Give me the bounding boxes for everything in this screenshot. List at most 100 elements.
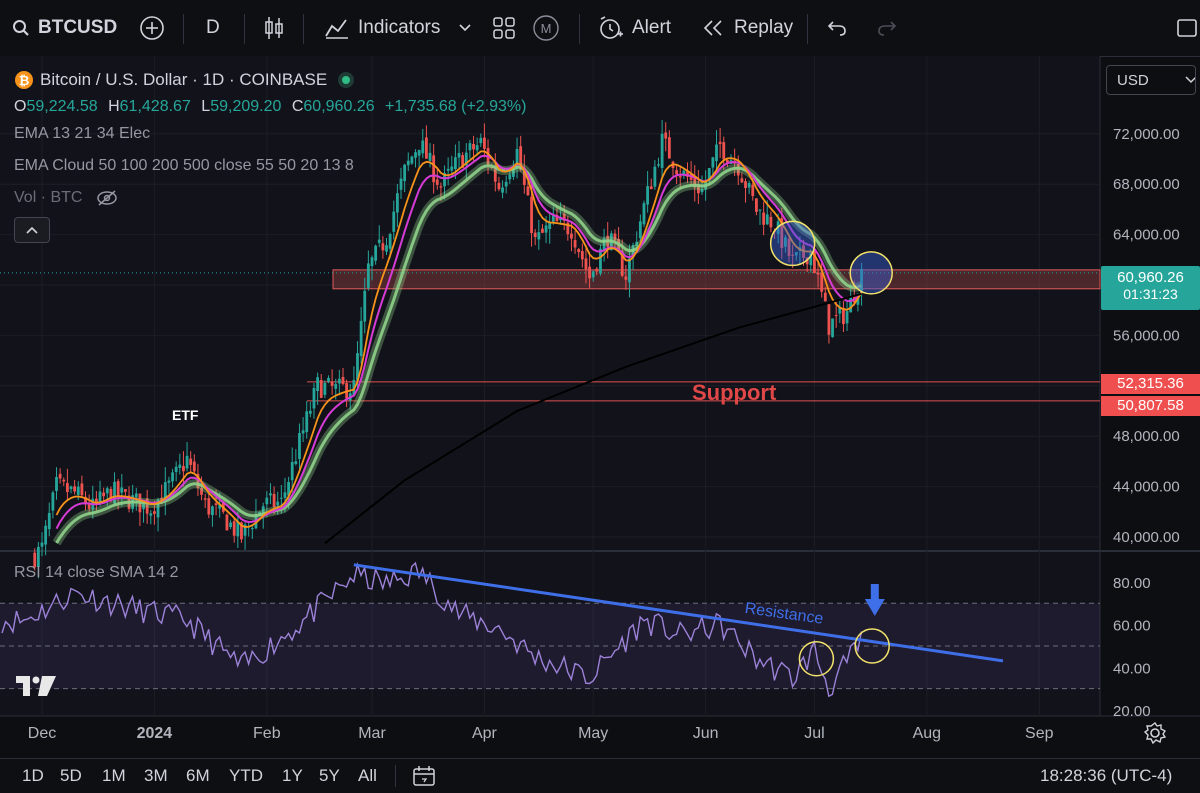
- currency-select[interactable]: USD: [1106, 65, 1196, 95]
- range-1m[interactable]: 1M: [102, 766, 126, 785]
- candle-body: [308, 410, 312, 414]
- candle-body: [36, 546, 40, 567]
- candle-body: [450, 166, 454, 171]
- candle-body: [493, 166, 497, 182]
- undo-button[interactable]: [826, 0, 848, 56]
- range-5d[interactable]: 5D: [60, 766, 82, 785]
- candle-body: [682, 170, 686, 175]
- change-value: +1,735.68 (+2.93%): [385, 98, 527, 115]
- fullscreen-button[interactable]: [1176, 0, 1198, 56]
- candle-body: [468, 143, 472, 151]
- candle-body: [700, 188, 704, 193]
- candle-body: [834, 315, 838, 317]
- range-1d[interactable]: 1D: [22, 766, 44, 785]
- chart-type-button[interactable]: [263, 0, 285, 56]
- candle-body: [736, 164, 740, 176]
- candle-body: [526, 186, 530, 196]
- candle-body: [443, 173, 446, 187]
- layout-button[interactable]: [492, 0, 516, 56]
- candle-body: [522, 167, 526, 185]
- compare-button[interactable]: [139, 0, 165, 56]
- candle-body: [120, 487, 124, 493]
- candle-body: [403, 164, 407, 182]
- gear-icon[interactable]: [1144, 722, 1166, 744]
- candle-body: [551, 215, 555, 222]
- symbol-label: BTCUSD: [38, 17, 118, 38]
- chart-title: ₿ Bitcoin / U.S. Dollar · 1D · COINBASE: [14, 70, 359, 90]
- candle-body: [98, 491, 102, 503]
- current-price-badge: 60,960.26 01:31:23: [1101, 266, 1200, 310]
- candle-body: [196, 473, 200, 489]
- candle-body: [192, 461, 196, 472]
- chevron-down-icon: [1185, 76, 1195, 84]
- candle-body: [479, 138, 483, 144]
- chevron-up-icon: [26, 226, 38, 234]
- candle-body: [272, 493, 276, 507]
- candle-body: [33, 552, 37, 568]
- symbol-search-button[interactable]: BTCUSD: [12, 0, 117, 56]
- candle-body: [116, 481, 120, 496]
- candle-body: [515, 148, 519, 167]
- range-3m[interactable]: 3M: [144, 766, 168, 785]
- candle-body: [428, 152, 432, 161]
- price-tick-label: 40,000.00: [1113, 529, 1180, 546]
- toolbar-divider: [244, 14, 245, 44]
- tradingview-logo-icon: [16, 676, 56, 696]
- candle-body: [660, 133, 664, 168]
- candle-body: [312, 388, 316, 409]
- replay-button[interactable]: Replay: [702, 0, 793, 56]
- timezone-clock[interactable]: 18:28:36 (UTC-4): [1040, 766, 1173, 785]
- range-ytd[interactable]: YTD: [229, 766, 263, 785]
- symbol-description: Bitcoin / U.S. Dollar · 1D · COINBASE: [40, 70, 328, 89]
- candle-body: [751, 184, 755, 197]
- range-1y[interactable]: 1Y: [282, 766, 303, 785]
- candle-body: [243, 524, 247, 536]
- range-all[interactable]: All: [358, 766, 377, 785]
- candle-body: [667, 137, 671, 159]
- rsi-highlight-circle: [798, 641, 835, 677]
- chart-area[interactable]: 40,000.0044,000.0048,000.0052,000.0056,0…: [0, 56, 1200, 756]
- templates-button[interactable]: M: [532, 0, 560, 56]
- candle-body: [613, 233, 617, 241]
- candle-body: [301, 430, 305, 434]
- indicators-button[interactable]: Indicators: [324, 0, 440, 56]
- indicators-dropdown[interactable]: [458, 0, 472, 56]
- rsi-legend[interactable]: RSI 14 close SMA 14 2: [14, 564, 179, 581]
- volume-legend[interactable]: Vol · BTC: [14, 189, 118, 207]
- candle-body: [541, 228, 544, 233]
- redo-button[interactable]: [876, 0, 898, 56]
- interval-button[interactable]: D: [206, 0, 220, 56]
- candle-body: [809, 251, 813, 266]
- candle-body: [595, 268, 599, 272]
- candle-body: [76, 486, 80, 495]
- ema-cloud-legend[interactable]: EMA Cloud 50 100 200 500 close 55 50 20 …: [14, 157, 354, 174]
- candle-body: [624, 276, 628, 280]
- candle-body: [762, 212, 766, 225]
- price-chart[interactable]: 40,000.0044,000.0048,000.0052,000.0056,0…: [0, 56, 1200, 756]
- alarm-clock-icon: [600, 16, 623, 39]
- collapse-legend-button[interactable]: [14, 217, 50, 243]
- svg-text:M: M: [541, 21, 552, 36]
- alert-button[interactable]: Alert: [598, 0, 671, 56]
- rsi-line: [1, 561, 863, 698]
- level-badge-lower: 50,807.58: [1101, 396, 1200, 416]
- candle-body: [849, 296, 853, 313]
- candle-body: [696, 183, 700, 194]
- candle-body: [722, 142, 726, 160]
- toolbar-divider: [183, 14, 184, 44]
- range-5y[interactable]: 5Y: [319, 766, 340, 785]
- goto-date-button[interactable]: [412, 759, 436, 793]
- eye-hidden-icon[interactable]: [96, 189, 118, 207]
- price-tick-label: 72,000.00: [1113, 126, 1180, 143]
- calendar-icon: [413, 766, 435, 786]
- candle-body: [577, 249, 581, 253]
- time-tick-label: 2024: [137, 725, 173, 742]
- level-badge-upper: 52,315.36: [1101, 374, 1200, 394]
- candle-body: [366, 263, 370, 288]
- redo-icon: [878, 21, 897, 36]
- ema-legend[interactable]: EMA 13 21 34 Elec: [14, 125, 151, 142]
- candle-body: [305, 411, 309, 433]
- range-6m[interactable]: 6M: [186, 766, 210, 785]
- candle-body: [769, 216, 773, 228]
- candle-body: [113, 481, 116, 504]
